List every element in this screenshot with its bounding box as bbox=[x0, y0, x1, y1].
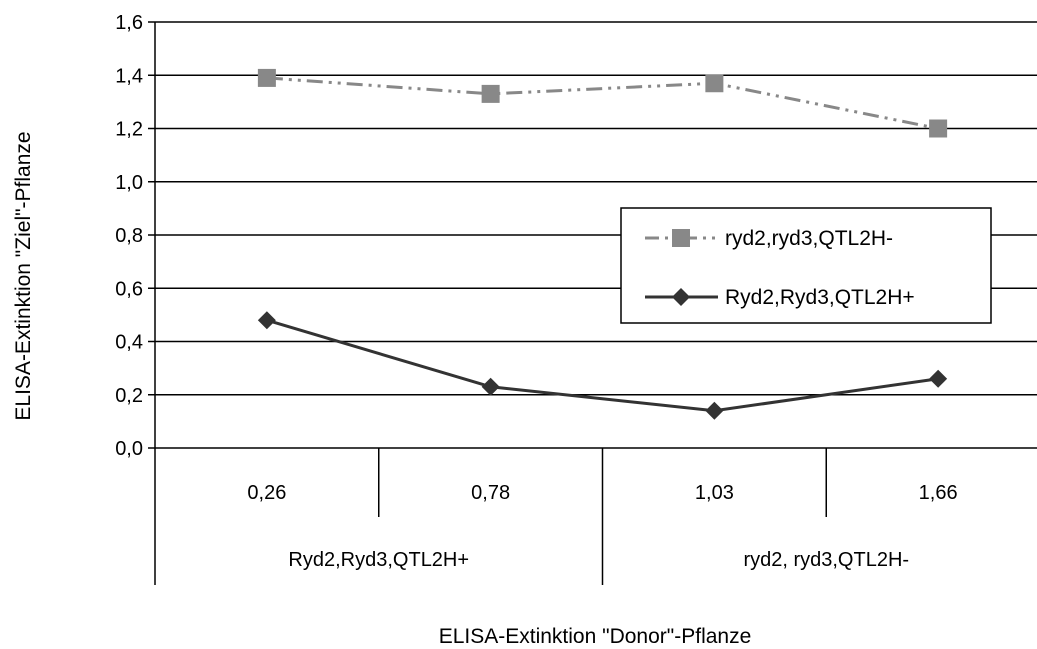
series-2 bbox=[257, 311, 948, 420]
square-marker bbox=[257, 68, 276, 87]
y-tick-label: 0,0 bbox=[115, 438, 143, 460]
series-1 bbox=[257, 68, 948, 138]
x-axis: 0,26 0,78 1,03 1,66 Ryd2,Ryd3,QTL2H+ ryd2, ry… bbox=[154, 22, 958, 585]
gridlines bbox=[155, 21, 1037, 449]
y-tick-label: 0,4 bbox=[115, 332, 143, 354]
diamond-marker bbox=[672, 288, 690, 306]
y-tick-label: 1,6 bbox=[115, 12, 143, 34]
y-axis-title: ELISA-Extinktion "Ziel"-Pflanze bbox=[12, 131, 35, 420]
y-tick-label: 0,2 bbox=[115, 385, 143, 407]
x-group-label: Ryd2,Ryd3,QTL2H+ bbox=[288, 549, 469, 571]
y-tick-label: 1,0 bbox=[115, 172, 143, 194]
y-tick-label: 1,2 bbox=[115, 119, 143, 141]
diamond-marker bbox=[257, 311, 276, 330]
y-tick-label: 0,8 bbox=[115, 225, 143, 247]
x-tick-label: 1,66 bbox=[919, 482, 958, 504]
diamond-marker bbox=[929, 369, 948, 388]
diamond-marker bbox=[705, 401, 724, 420]
square-marker bbox=[481, 84, 500, 103]
square-marker bbox=[929, 119, 948, 138]
x-group-label: ryd2, ryd3,QTL2H- bbox=[743, 549, 909, 571]
series-layer bbox=[257, 68, 948, 420]
y-tick-label: 0,6 bbox=[115, 278, 143, 300]
legend: ryd2,ryd3,QTL2H- Ryd2,Ryd3,QTL2H+ bbox=[620, 207, 992, 324]
x-tick-label: 0,78 bbox=[471, 482, 510, 504]
diamond-marker bbox=[481, 377, 500, 396]
square-marker bbox=[705, 74, 724, 93]
x-tick-label: 0,26 bbox=[247, 482, 286, 504]
legend-label: ryd2,ryd3,QTL2H- bbox=[725, 227, 893, 250]
series-line bbox=[266, 318, 939, 413]
x-tick-label: 1,03 bbox=[695, 482, 734, 504]
legend-label: Ryd2,Ryd3,QTL2H+ bbox=[725, 286, 915, 309]
y-tick-label: 1,4 bbox=[115, 65, 143, 87]
y-axis-ticks: 0,0 0,2 0,4 0,6 0,8 1,0 1,2 1,4 1,6 bbox=[115, 12, 155, 460]
series-line bbox=[266, 76, 939, 130]
square-marker bbox=[672, 229, 690, 247]
x-axis-title: ELISA-Extinktion "Donor"-Pflanze bbox=[439, 625, 752, 648]
